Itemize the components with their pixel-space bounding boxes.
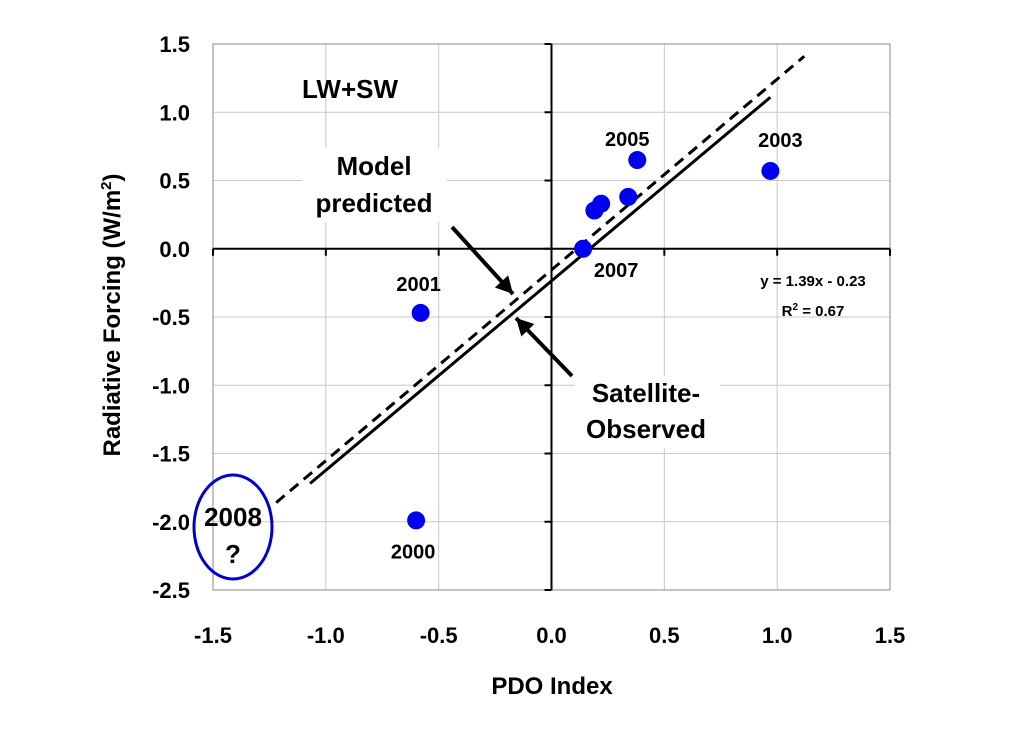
satellite-label-line1: Satellite- (592, 378, 700, 408)
model-label-line1: Model (336, 151, 411, 181)
regression-lines (275, 55, 806, 504)
x-tick-label: -1.5 (194, 623, 232, 648)
point-label: 2001 (396, 274, 441, 296)
annotation-arrows (450, 225, 574, 378)
y-tick-label: 1.5 (159, 32, 190, 57)
y-tick-label: -2.5 (152, 578, 190, 603)
data-point (592, 194, 611, 213)
panel-label: LW+SW (302, 74, 399, 104)
satellite-label-line2: Observed (586, 414, 706, 444)
r-squared-value: = 0.67 (798, 303, 844, 320)
label-2008: 2008 (204, 502, 262, 532)
x-tick-label: 0.5 (649, 623, 680, 648)
y-tick-label: 0.0 (159, 237, 190, 262)
point-label: 2000 (391, 541, 436, 563)
tick-labels: -1.5 -1.0 -0.5 0.0 0.5 1.0 1.5 1.5 1.0 0.5 0.0 -0.5… (152, 32, 905, 648)
ellipse-2008 (192, 473, 274, 581)
data-point (628, 151, 647, 170)
model-label-line2: predicted (315, 188, 432, 218)
data-point (761, 161, 780, 180)
point-label: 2005 (605, 129, 650, 151)
satellite-arrow-head (516, 318, 535, 337)
data-point (407, 511, 426, 530)
r-squared-sup: 2 (792, 302, 798, 313)
point-label: 2007 (594, 260, 639, 282)
x-axis-title: PDO Index (491, 673, 613, 700)
x-tick-label: 1.0 (762, 623, 793, 648)
y-axis-title-sup: 2 (98, 181, 115, 189)
x-tick-label: 1.5 (875, 623, 906, 648)
point-label: 2003 (758, 130, 803, 152)
y-tick-label: 1.0 (159, 100, 190, 125)
satellite-observed-line (309, 96, 772, 485)
point-labels: 2001 2000 2007 2005 2003 (391, 129, 803, 563)
y-tick-label: 0.5 (159, 169, 190, 194)
y-tick-label: -2.0 (152, 510, 190, 535)
x-tick-label: 0.0 (536, 623, 567, 648)
data-points (407, 151, 780, 530)
y-axis-title: Radiative Forcing (W/m2) (98, 173, 126, 456)
y-tick-label: -1.5 (152, 442, 190, 467)
model-arrow (450, 225, 515, 296)
regression-equation: y = 1.39x - 0.23 (760, 273, 866, 290)
data-point (411, 303, 430, 322)
model-arrow-head (494, 275, 513, 294)
axes (212, 43, 891, 591)
data-point (574, 239, 593, 258)
y-axis-title-end: ) (99, 173, 126, 181)
y-tick-label: -1.0 (152, 373, 190, 398)
satellite-arrow (514, 316, 574, 378)
y-tick-label: -0.5 (152, 305, 190, 330)
model-predicted-line (275, 55, 806, 504)
model-label-box (302, 148, 447, 222)
data-point (619, 187, 638, 206)
satellite-label-box (575, 376, 720, 448)
y-axis-title-main: Radiative Forcing (W/m (99, 190, 126, 457)
r-squared: R2 = 0.67 (782, 302, 845, 320)
x-tick-label: -1.0 (307, 623, 345, 648)
r-squared-r: R (782, 303, 793, 320)
label-question: ? (225, 539, 241, 569)
x-tick-label: -0.5 (420, 623, 458, 648)
